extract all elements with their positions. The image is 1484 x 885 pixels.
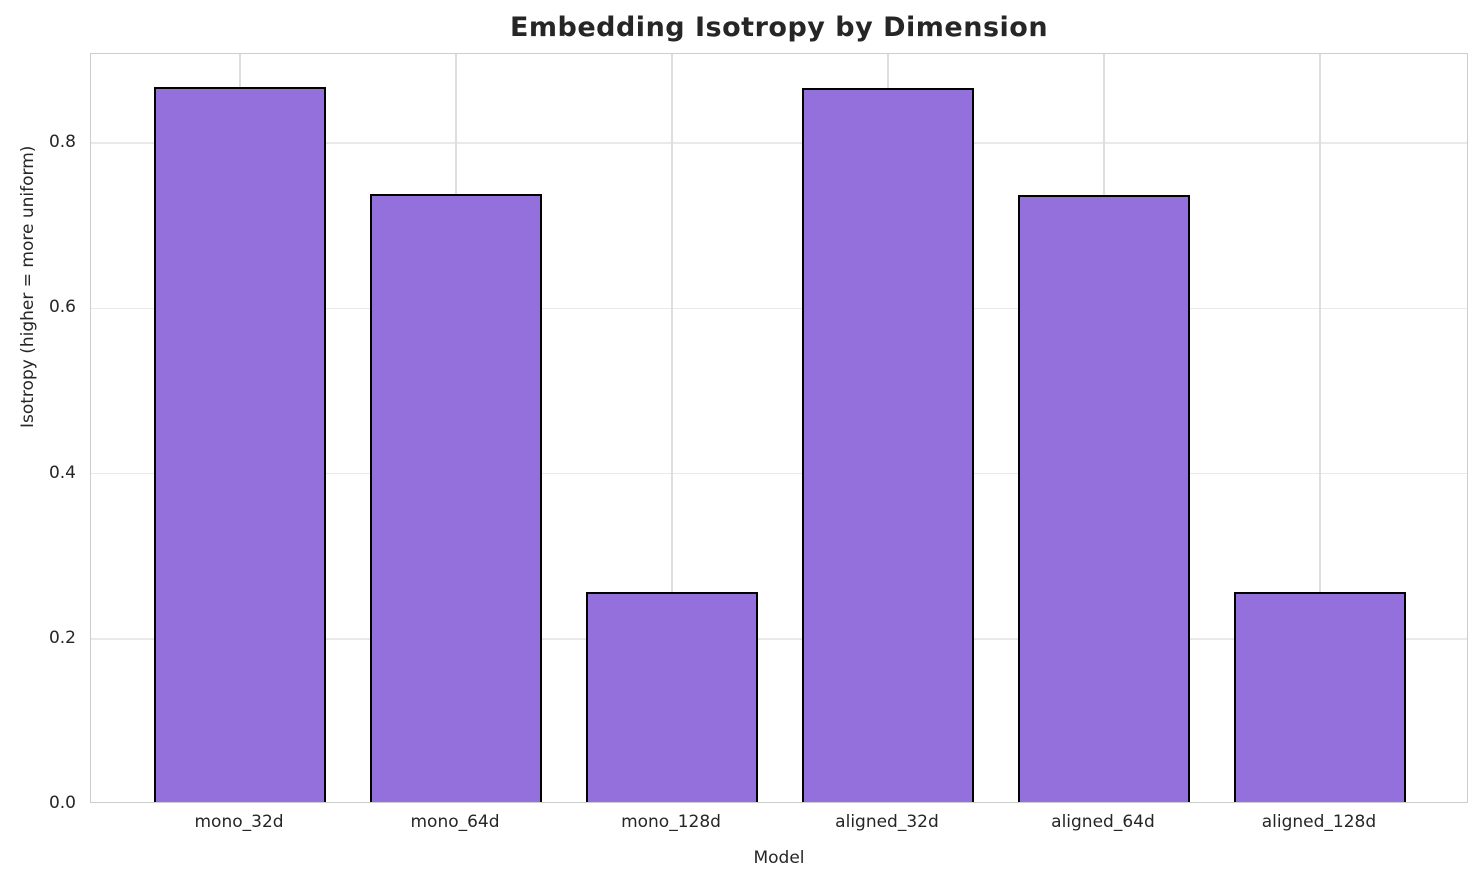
y-tick-label: 0.0 xyxy=(48,793,76,813)
x-tick-label: aligned_128d xyxy=(1261,812,1377,832)
x-axis-label: Model xyxy=(753,848,805,868)
y-tick-label: 0.2 xyxy=(48,627,76,648)
bar-aligned_32d xyxy=(801,88,975,802)
bar-mono_64d xyxy=(369,194,543,802)
bar-mono_128d xyxy=(585,592,759,802)
y-tick-label: 0.6 xyxy=(48,297,76,318)
x-tick-label: aligned_64d xyxy=(1051,812,1155,832)
x-tick-label: aligned_32d xyxy=(835,812,939,832)
plot-area xyxy=(90,53,1468,803)
bar-mono_32d xyxy=(153,86,327,802)
v-gridline xyxy=(671,54,673,802)
bar-aligned_64d xyxy=(1017,194,1191,802)
y-axis-label-text: Isotropy (higher = more uniform) xyxy=(18,145,38,428)
y-tick-label: 0.8 xyxy=(48,132,76,153)
v-gridline xyxy=(1319,54,1321,802)
chart-title: Embedding Isotropy by Dimension xyxy=(509,12,1049,43)
x-tick-label: mono_128d xyxy=(621,812,721,832)
x-tick-label: mono_32d xyxy=(194,812,284,832)
y-tick-label: 0.4 xyxy=(48,462,76,483)
h-gridline xyxy=(91,638,1467,640)
h-gridline xyxy=(91,307,1467,310)
h-gridline xyxy=(91,472,1467,475)
h-gridline xyxy=(91,142,1467,144)
x-tick-label: mono_64d xyxy=(410,812,500,832)
bar-aligned_128d xyxy=(1233,592,1407,802)
